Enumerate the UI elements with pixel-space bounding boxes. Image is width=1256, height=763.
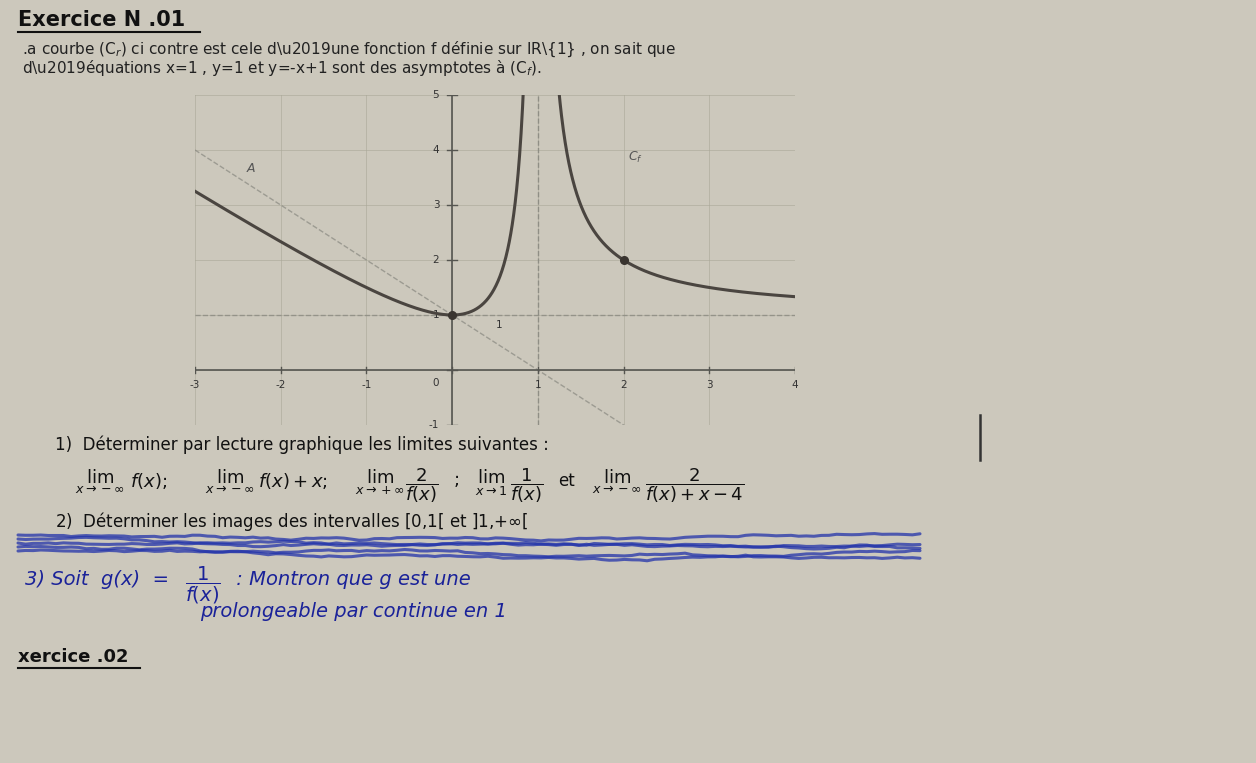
Text: $f(x)+x$;: $f(x)+x$; [257, 471, 328, 491]
Text: et: et [558, 472, 575, 490]
Text: 3: 3 [706, 380, 712, 390]
Text: 2)  Déterminer les images des intervalles [0,1[ et ]1,+$\infty$[: 2) Déterminer les images des intervalles… [55, 510, 528, 533]
Text: 1: 1 [432, 310, 440, 320]
Text: -2: -2 [275, 380, 286, 390]
Text: $\underset{x\to -\infty}{\lim}$: $\underset{x\to -\infty}{\lim}$ [205, 468, 255, 497]
Text: 2: 2 [620, 380, 627, 390]
Text: 1: 1 [535, 380, 541, 390]
Text: 4: 4 [791, 380, 799, 390]
Text: 0: 0 [433, 378, 440, 388]
Text: -1: -1 [428, 420, 440, 430]
Text: $C_f$: $C_f$ [628, 150, 643, 165]
Text: Exercice N .01: Exercice N .01 [18, 10, 185, 30]
Text: A: A [246, 162, 255, 175]
Text: 5: 5 [432, 90, 440, 100]
Text: xercice .02: xercice .02 [18, 648, 128, 666]
Text: $\underset{x\to -\infty}{\lim}$: $\underset{x\to -\infty}{\lim}$ [592, 468, 642, 497]
Text: 1: 1 [496, 320, 502, 330]
Text: $f(x)$;: $f(x)$; [131, 471, 167, 491]
Text: $\dfrac{1}{f(x)}$: $\dfrac{1}{f(x)}$ [185, 565, 221, 606]
Text: ;: ; [453, 471, 460, 489]
Text: $\underset{x\to -\infty}{\lim}$: $\underset{x\to -\infty}{\lim}$ [75, 468, 124, 497]
Text: 1)  Déterminer par lecture graphique les limites suivantes :: 1) Déterminer par lecture graphique les … [55, 435, 549, 453]
Text: : Montron que g est une: : Montron que g est une [230, 570, 471, 589]
Text: $\dfrac{2}{f(x)+x-4}$: $\dfrac{2}{f(x)+x-4}$ [646, 466, 745, 504]
Text: $\underset{x\to 1}{\lim}$: $\underset{x\to 1}{\lim}$ [475, 468, 507, 498]
Text: -1: -1 [362, 380, 372, 390]
Text: 3) Soit  g(x)  =: 3) Soit g(x) = [25, 570, 170, 589]
Text: 4: 4 [432, 145, 440, 155]
Text: $\dfrac{2}{f(x)}$: $\dfrac{2}{f(x)}$ [404, 466, 438, 504]
Text: d\u2019équations x=1 , y=1 et y=-x+1 sont des asymptotes à (C$_f$).: d\u2019équations x=1 , y=1 et y=-x+1 son… [23, 58, 541, 78]
Text: prolongeable par continue en 1: prolongeable par continue en 1 [200, 602, 507, 621]
Text: -3: -3 [190, 380, 200, 390]
Text: $\underset{x\to +\infty}{\lim}$: $\underset{x\to +\infty}{\lim}$ [355, 468, 404, 497]
Text: .a courbe (C$_r$) ci contre est cele d\u2019une fonction f définie sur IR\{1} , : .a courbe (C$_r$) ci contre est cele d\u… [23, 40, 676, 60]
Text: 3: 3 [432, 200, 440, 210]
Text: $\dfrac{1}{f(x)}$: $\dfrac{1}{f(x)}$ [510, 466, 543, 504]
Text: 2: 2 [432, 255, 440, 265]
